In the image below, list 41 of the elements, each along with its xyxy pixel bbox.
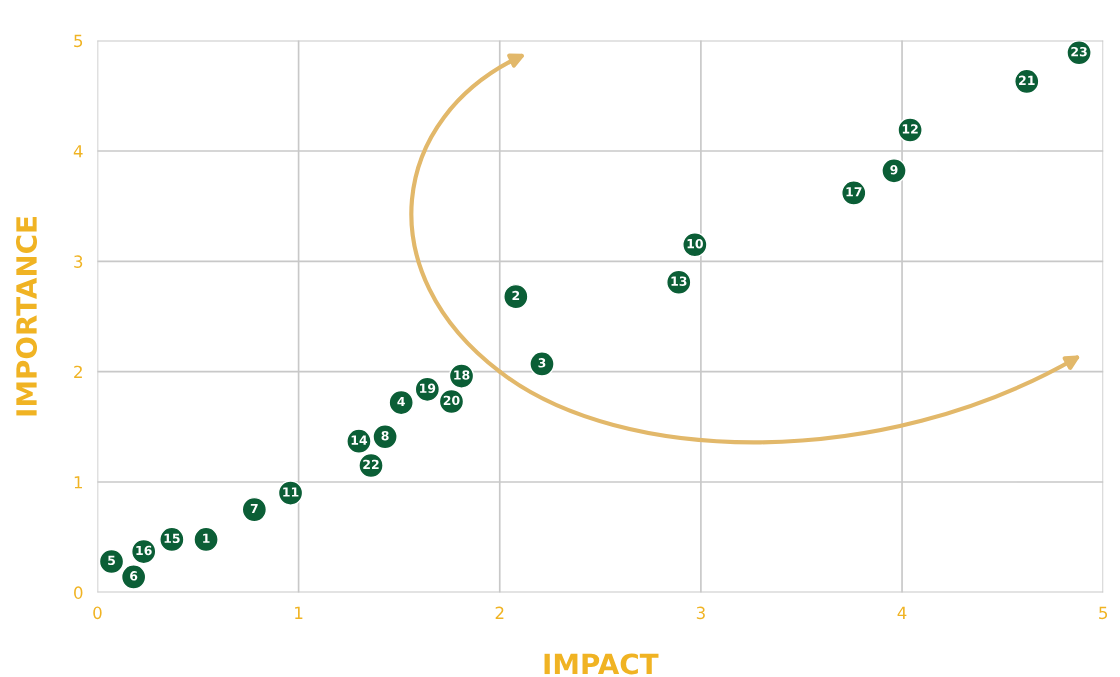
x-tick-label: 3 (696, 606, 705, 620)
y-axis-title: IMPORTANCE (16, 217, 38, 416)
annotation: 7 (250, 503, 258, 514)
annotation: 4 (397, 396, 405, 407)
annotation: 15 (164, 533, 180, 544)
x-tick-label: 2 (495, 606, 504, 619)
annotation: 10 (687, 238, 703, 249)
annotation: 22 (363, 459, 379, 469)
annotation: 11 (283, 487, 299, 497)
point (98, 548, 125, 575)
annotation: 2 (512, 290, 520, 301)
annotation: 18 (454, 370, 470, 380)
annotation: 14 (351, 435, 368, 445)
annotation: 3 (538, 358, 546, 368)
x-tick-label: 4 (897, 606, 907, 619)
annotation: 5 (108, 555, 115, 566)
annotation: 23 (1071, 46, 1087, 57)
y-tick-label: 2 (74, 365, 82, 379)
annotation: 13 (671, 276, 687, 286)
annotation: 21 (1019, 75, 1035, 85)
point (193, 526, 219, 553)
annotation: 16 (136, 545, 152, 556)
annotation: 17 (846, 187, 862, 197)
annotation: 12 (902, 124, 918, 134)
x-tick-label: 5 (1099, 606, 1108, 620)
annotation: 9 (890, 165, 898, 175)
x-tick-label: 1 (295, 606, 303, 619)
y-tick-label: 0 (74, 586, 83, 599)
annotation: 20 (443, 395, 460, 406)
point (503, 283, 529, 310)
annotation: 6 (130, 571, 138, 581)
x-axis-title: IMPACT (544, 653, 659, 675)
y-tick-label: 4 (73, 145, 83, 158)
y-tick-label: 5 (74, 34, 83, 48)
annotation: 1 (203, 533, 210, 543)
annotation: 8 (381, 430, 389, 441)
x-tick-label: 0 (93, 606, 102, 620)
y-tick-label: 1 (74, 476, 83, 489)
point (241, 496, 268, 523)
y-tick-label: 3 (74, 255, 83, 268)
annotation: 19 (420, 383, 436, 393)
